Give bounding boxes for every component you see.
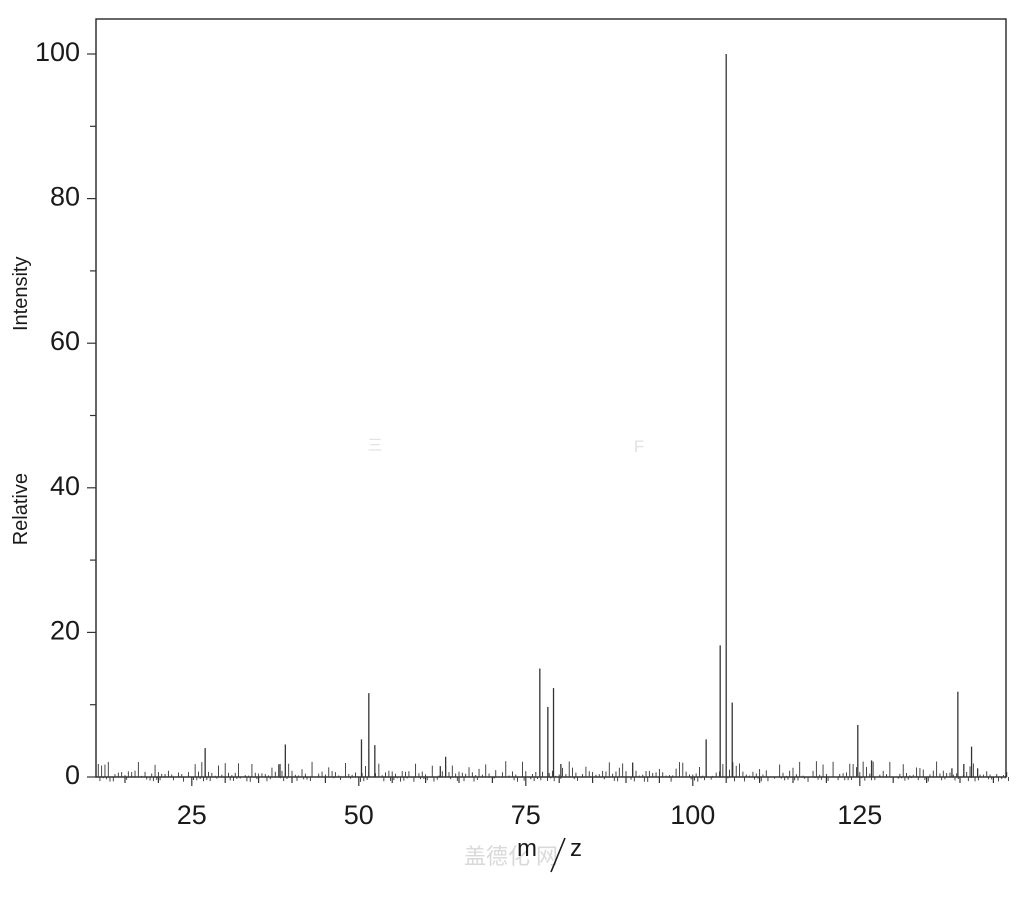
svg-text:z: z [570, 835, 582, 862]
svg-text:50: 50 [344, 800, 374, 830]
svg-text:0: 0 [65, 760, 80, 790]
svg-text:125: 125 [837, 800, 882, 830]
svg-text:m: m [517, 835, 537, 862]
svg-text:80: 80 [50, 182, 80, 212]
svg-text:F: F [634, 437, 644, 456]
svg-text:100: 100 [35, 37, 80, 67]
svg-text:100: 100 [670, 800, 715, 830]
svg-text:三: 三 [367, 437, 382, 454]
svg-text:25: 25 [177, 800, 207, 830]
svg-text:60: 60 [50, 326, 80, 356]
svg-text:Intensity: Intensity [10, 257, 32, 331]
svg-text:Relative: Relative [10, 473, 32, 545]
svg-text:75: 75 [511, 800, 541, 830]
svg-text:网: 网 [536, 844, 558, 869]
svg-text:20: 20 [50, 615, 80, 645]
svg-text:40: 40 [50, 471, 80, 501]
